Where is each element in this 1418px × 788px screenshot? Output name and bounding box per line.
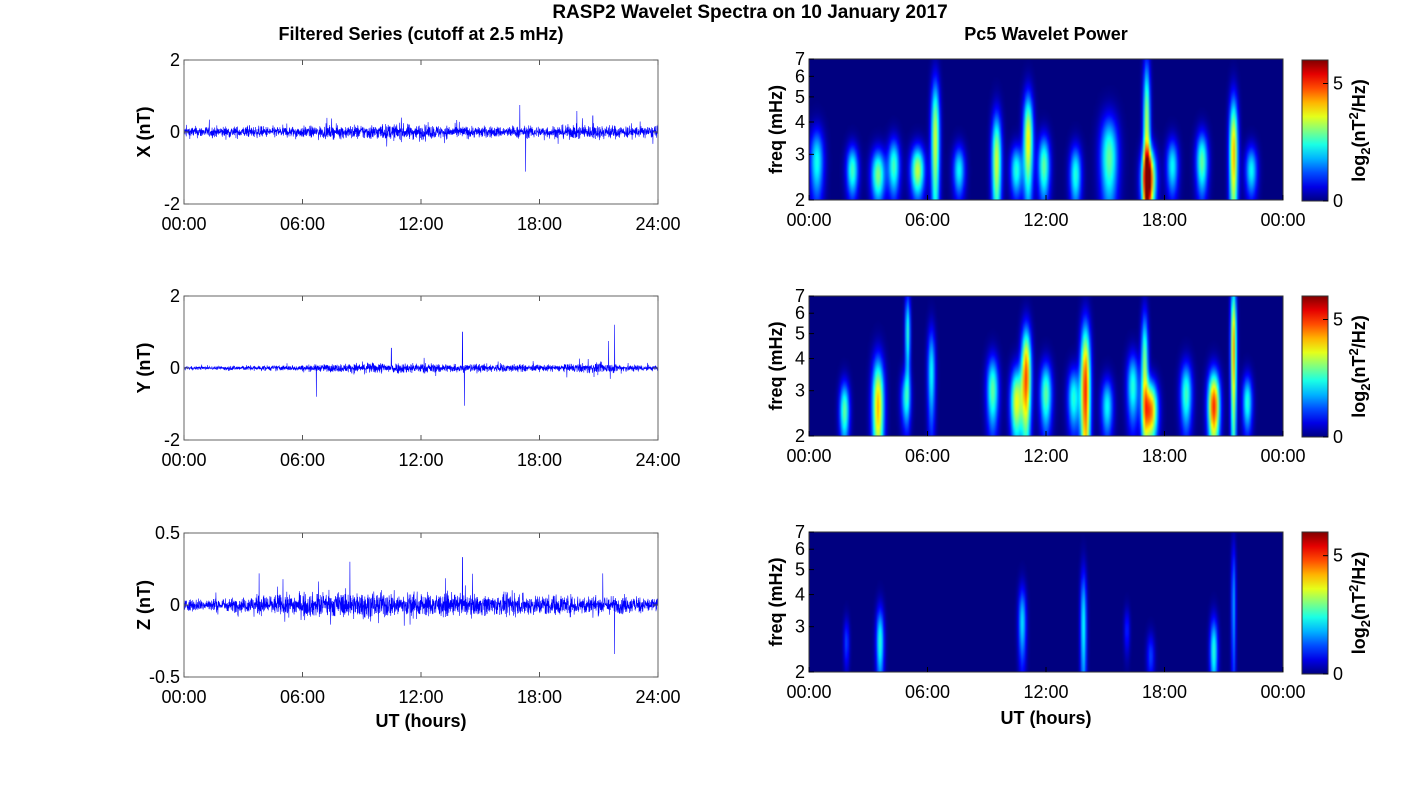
x-tick-label: 18:00 <box>517 450 562 470</box>
y-axis-label: freq (mHz) <box>766 557 786 646</box>
timeseries-panel-y: 00:00 06:00 12:00 18:00 24:00 2 0 -2 Y (nT) <box>134 286 681 470</box>
x-tick-label: 18:00 <box>517 687 562 707</box>
colorbar-tick-label: 5 <box>1333 310 1343 330</box>
x-tick-label: 00:00 <box>161 450 206 470</box>
x-tick-label: 18:00 <box>1142 682 1187 702</box>
y-tick-label: 2 <box>795 190 805 210</box>
y-tick-label: 7 <box>795 49 805 69</box>
y-axis-label: freq (mHz) <box>766 321 786 410</box>
x-tick-label: 18:00 <box>517 214 562 234</box>
y-tick-label: 3 <box>795 617 805 637</box>
x-tick-label: 18:00 <box>1142 210 1187 230</box>
y-tick-label: 3 <box>795 381 805 401</box>
colorbar <box>1301 531 1329 675</box>
y-tick-label: 0 <box>170 122 180 142</box>
x-tick-label: 06:00 <box>280 214 325 234</box>
timeseries-panel-z: 00:00 06:00 12:00 18:00 24:00 0.5 0 -0.5 Z (nT) <box>134 523 681 707</box>
y-tick-label: 2 <box>795 426 805 446</box>
y-tick-label: 5 <box>795 324 805 344</box>
wavelet-heatmap <box>809 59 1283 200</box>
y-tick-label: 2 <box>795 662 805 682</box>
y-axis-label: Y (nT) <box>134 343 154 394</box>
y-tick-label: 7 <box>795 522 805 542</box>
y-tick-label: 2 <box>170 286 180 306</box>
timeseries-panel-x: 00:00 06:00 12:00 18:00 24:00 2 0 -2 X (nT) <box>134 50 681 234</box>
left-column-title: Filtered Series (cutoff at 2.5 mHz) <box>278 24 563 44</box>
y-tick-label: 4 <box>795 112 805 132</box>
x-tick-label: 12:00 <box>1023 682 1068 702</box>
y-axis-label: freq (mHz) <box>766 85 786 174</box>
y-tick-label: -2 <box>164 194 180 214</box>
right-column-title: Pc5 Wavelet Power <box>964 24 1127 44</box>
y-tick-label: 4 <box>795 585 805 605</box>
colorbar-tick-label: 5 <box>1333 546 1343 566</box>
x-tick-label: 12:00 <box>398 214 443 234</box>
x-tick-label: 00:00 <box>1260 682 1305 702</box>
colorbar <box>1301 59 1329 202</box>
colorbar-tick-label: 0 <box>1333 664 1343 684</box>
colorbar-label: log2(nT2/Hz) <box>1346 79 1373 181</box>
x-tick-label: 06:00 <box>280 450 325 470</box>
x-tick-label: 24:00 <box>635 214 680 234</box>
colorbar <box>1301 295 1329 438</box>
figure-title: RASP2 Wavelet Spectra on 10 January 2017 <box>552 2 947 23</box>
x-tick-label: 00:00 <box>161 687 206 707</box>
x-tick-label: 12:00 <box>1023 446 1068 466</box>
colorbar-tick-label: 5 <box>1333 74 1343 94</box>
x-tick-label: 06:00 <box>905 210 950 230</box>
x-tick-label: 06:00 <box>905 446 950 466</box>
signal-line <box>183 324 659 406</box>
y-tick-label: 7 <box>795 286 805 306</box>
x-tick-label: 12:00 <box>398 687 443 707</box>
y-axis-label: Z (nT) <box>134 580 154 630</box>
y-tick-label: -2 <box>164 430 180 450</box>
x-tick-label: 24:00 <box>635 687 680 707</box>
x-tick-label: 00:00 <box>161 214 206 234</box>
colorbar-tick-label: 0 <box>1333 427 1343 447</box>
y-tick-label: 3 <box>795 144 805 164</box>
x-tick-label: 18:00 <box>1142 446 1187 466</box>
wavelet-heatmap <box>809 296 1283 436</box>
y-tick-label: 5 <box>795 560 805 580</box>
right-xlabel: UT (hours) <box>1001 708 1092 728</box>
x-tick-label: 00:00 <box>786 446 831 466</box>
y-axis-label: X (nT) <box>134 107 154 158</box>
x-tick-label: 00:00 <box>786 210 831 230</box>
y-tick-label: 0 <box>170 595 180 615</box>
colorbar-tick-label: 0 <box>1333 191 1343 211</box>
left-xlabel: UT (hours) <box>376 711 467 731</box>
colorbar-label: log2(nT2/Hz) <box>1346 315 1373 417</box>
x-tick-label: 06:00 <box>905 682 950 702</box>
y-tick-label: 4 <box>795 349 805 369</box>
y-tick-label: -0.5 <box>149 667 180 687</box>
x-tick-label: 06:00 <box>280 687 325 707</box>
y-tick-label: 0 <box>170 358 180 378</box>
colorbar-label: log2(nT2/Hz) <box>1346 552 1373 654</box>
y-tick-label: 6 <box>795 539 805 559</box>
x-tick-label: 24:00 <box>635 450 680 470</box>
y-tick-label: 6 <box>795 303 805 323</box>
x-tick-label: 00:00 <box>1260 210 1305 230</box>
y-tick-label: 6 <box>795 66 805 86</box>
signal-line <box>183 557 659 654</box>
x-tick-label: 00:00 <box>1260 446 1305 466</box>
x-tick-label: 12:00 <box>1023 210 1068 230</box>
wavelet-heatmap <box>809 532 1283 672</box>
y-tick-label: 0.5 <box>155 523 180 543</box>
x-tick-label: 12:00 <box>398 450 443 470</box>
y-tick-label: 2 <box>170 50 180 70</box>
y-tick-label: 5 <box>795 87 805 107</box>
signal-line <box>183 104 659 172</box>
x-tick-label: 00:00 <box>786 682 831 702</box>
